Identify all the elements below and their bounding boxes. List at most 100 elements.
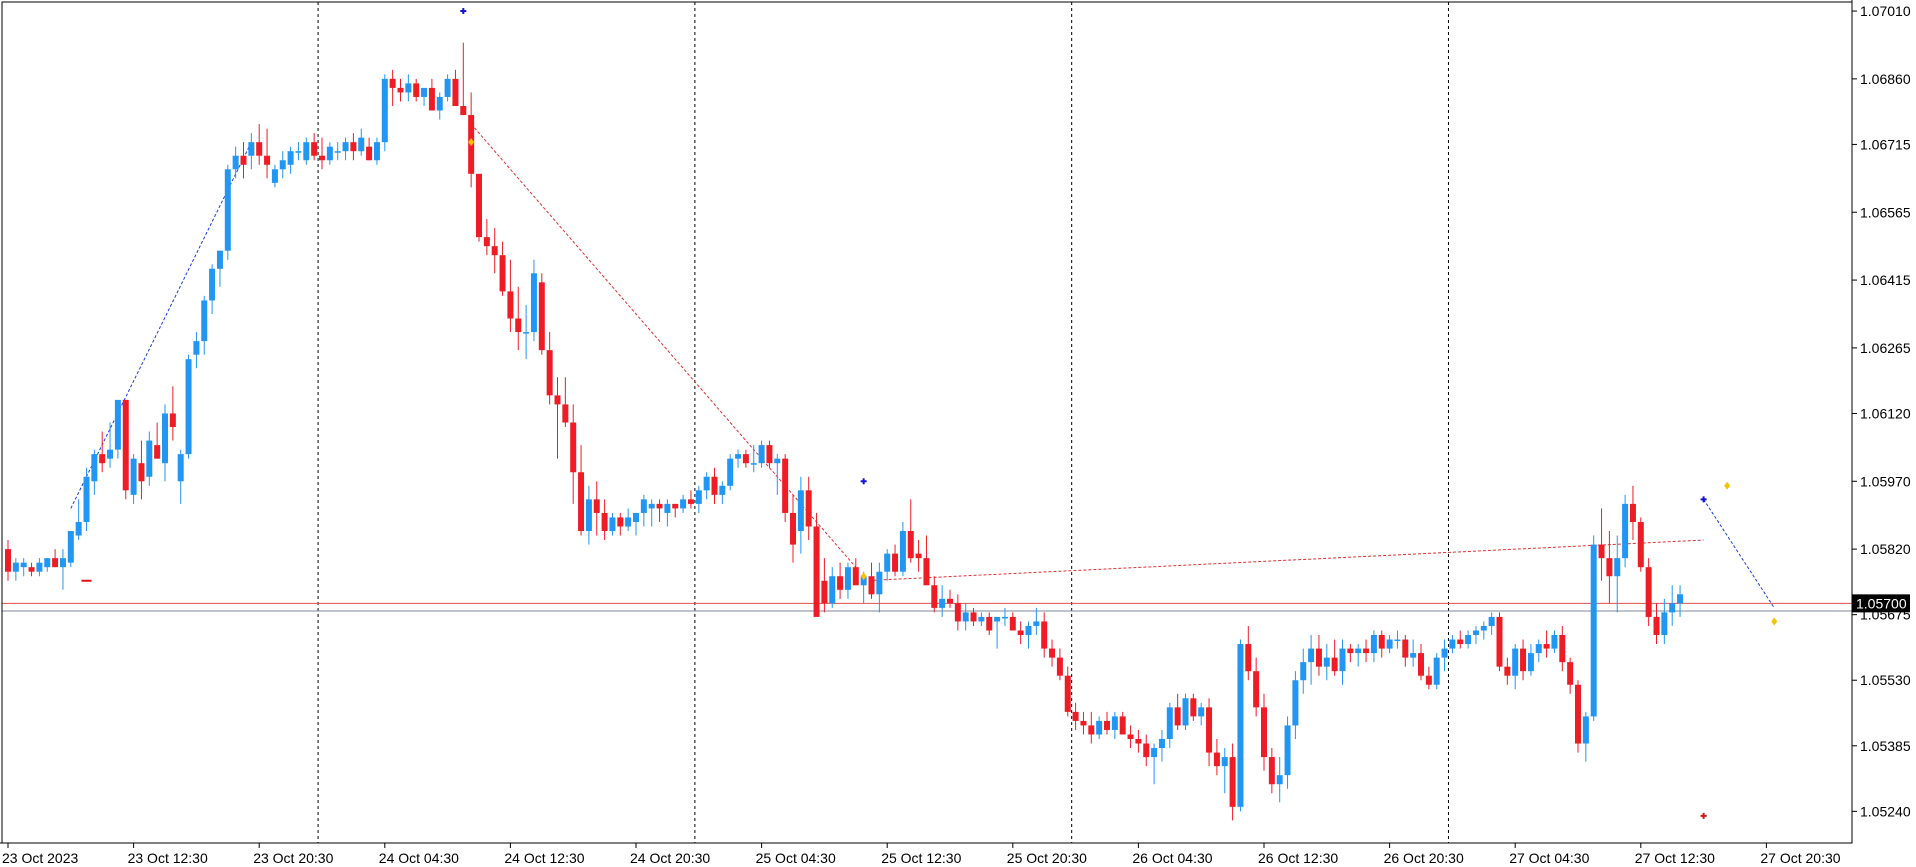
candle [107,422,114,468]
candle [1049,639,1056,667]
candle [1104,711,1110,735]
candle [1174,693,1181,730]
candle [59,549,66,590]
candle-body [460,105,467,116]
candle-body [1543,644,1550,649]
candle [1637,517,1644,572]
candle [923,535,930,586]
candle [405,74,412,102]
candle [1033,607,1040,636]
candle-body [1253,671,1260,708]
candle-body [821,580,828,604]
candle-body [1441,648,1448,658]
candle-body [1331,657,1338,672]
candle-body [758,445,765,464]
candle [719,481,726,504]
candle [625,508,632,532]
candle [1261,693,1267,771]
candle [790,494,796,563]
candle-body [1661,612,1668,636]
candle-body [28,567,35,572]
candle [319,137,325,170]
candle-body [1433,657,1440,685]
candle [413,78,420,102]
candle [1001,607,1008,626]
candle-body [1308,648,1315,663]
candle-body [515,318,522,333]
candle-body [790,512,796,545]
candle [162,404,168,482]
candle [1315,635,1322,676]
candle-body [899,531,906,572]
candle [1190,693,1197,721]
candle-body [1637,521,1644,568]
candle [20,558,27,577]
candle-body [397,87,404,93]
candle-body [546,350,553,396]
candle-body [169,413,176,428]
candle-body [130,458,137,495]
candle-body [1041,621,1048,649]
candle [656,499,663,522]
candle [703,472,710,500]
candle [1143,734,1150,767]
candle-body [1237,644,1244,807]
candle [1645,558,1652,626]
time-tick-label: 26 Oct 20:30 [1384,850,1464,866]
signal-diamond-marker [1771,617,1778,626]
candle-body [83,476,90,522]
price-tick-label: 1.06120 [1860,405,1911,421]
candle-body [1378,635,1385,649]
candle [1527,644,1534,676]
time-tick-label: 25 Oct 04:30 [756,850,836,866]
candle [216,250,223,287]
candle-body [279,160,286,170]
candle-body [444,78,451,97]
candle [295,142,302,161]
candle-body [719,485,726,495]
current-price-tag [1852,594,1910,613]
candle [1472,625,1479,645]
candle-body [1158,739,1165,749]
price-tick-label: 1.06860 [1860,71,1911,87]
candle-body [216,250,223,269]
candle-body [1056,657,1063,676]
candle [1127,725,1134,749]
candle-body [1567,662,1574,685]
candle-body [405,83,412,93]
candle [1449,635,1456,654]
candle [209,264,216,314]
candle-body [52,558,59,568]
candle-body [36,562,43,572]
candle [954,594,961,631]
time-tick-label: 23 Oct 20:30 [253,850,333,866]
time-tick-label: 23 Oct 2023 [2,850,78,866]
candle [695,485,702,513]
candle-body [876,571,883,595]
candle-body [44,558,51,568]
candle [735,449,742,468]
candle-body [122,399,129,491]
candle [36,558,43,577]
candle-body [146,440,153,477]
candle-body [648,503,655,509]
candle [1441,639,1448,672]
price-tick-label: 1.06415 [1860,272,1911,288]
candle-body [530,273,537,333]
candle [436,92,443,120]
candle-body [334,151,341,153]
candle [1622,494,1629,568]
candle [1535,639,1542,663]
candle [1677,585,1684,617]
candle [1590,535,1597,721]
candle-body [1315,648,1322,667]
candle-body [1520,648,1527,672]
candle [852,558,859,586]
candle [1213,739,1220,776]
candle [185,354,192,459]
candle [1355,644,1362,667]
candle [271,164,278,188]
